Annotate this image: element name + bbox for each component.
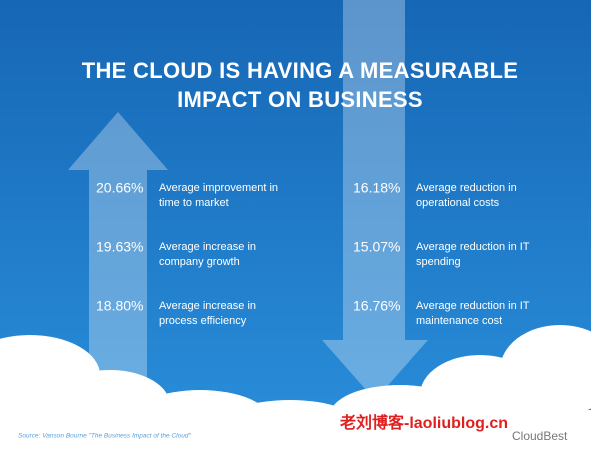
stat-description: Average reduction in IT bbox=[416, 300, 530, 312]
source: Source: Vanson Bourne "The Business Impa… bbox=[18, 433, 191, 440]
clouds bbox=[0, 325, 599, 450]
watermark-site: 老刘博客-laoliublog.cn bbox=[339, 413, 508, 432]
stat-description: process efficiency bbox=[159, 315, 247, 327]
stat-description: Average reduction in IT bbox=[416, 241, 530, 253]
stat-value: 18.80% bbox=[96, 298, 143, 314]
title: THE CLOUD IS HAVING A MEASURABLE bbox=[82, 58, 519, 83]
stat-value: 19.63% bbox=[96, 239, 143, 255]
stat-description: operational costs bbox=[416, 197, 500, 209]
stat-value: 20.66% bbox=[96, 180, 143, 196]
watermark-account: CloudBest bbox=[512, 429, 568, 443]
up-arrow bbox=[68, 112, 168, 400]
stat-description: time to market bbox=[159, 197, 229, 209]
stat-value: 16.18% bbox=[353, 180, 400, 196]
stats: 20.66% Average improvement in time to mark… bbox=[96, 180, 530, 327]
stat-description: Average improvement in bbox=[159, 182, 278, 194]
stat-description: Average increase in bbox=[159, 241, 256, 253]
stat-description: company growth bbox=[159, 256, 240, 268]
stat-value: 16.76% bbox=[353, 298, 400, 314]
stat-description: Average increase in bbox=[159, 300, 256, 312]
stat-description: Average reduction in bbox=[416, 182, 517, 194]
stat-value: 15.07% bbox=[353, 239, 400, 255]
stat-description: spending bbox=[416, 256, 461, 268]
title: IMPACT ON BUSINESS bbox=[177, 87, 423, 112]
down-arrow bbox=[322, 0, 428, 400]
stat-description: maintenance cost bbox=[416, 315, 502, 327]
